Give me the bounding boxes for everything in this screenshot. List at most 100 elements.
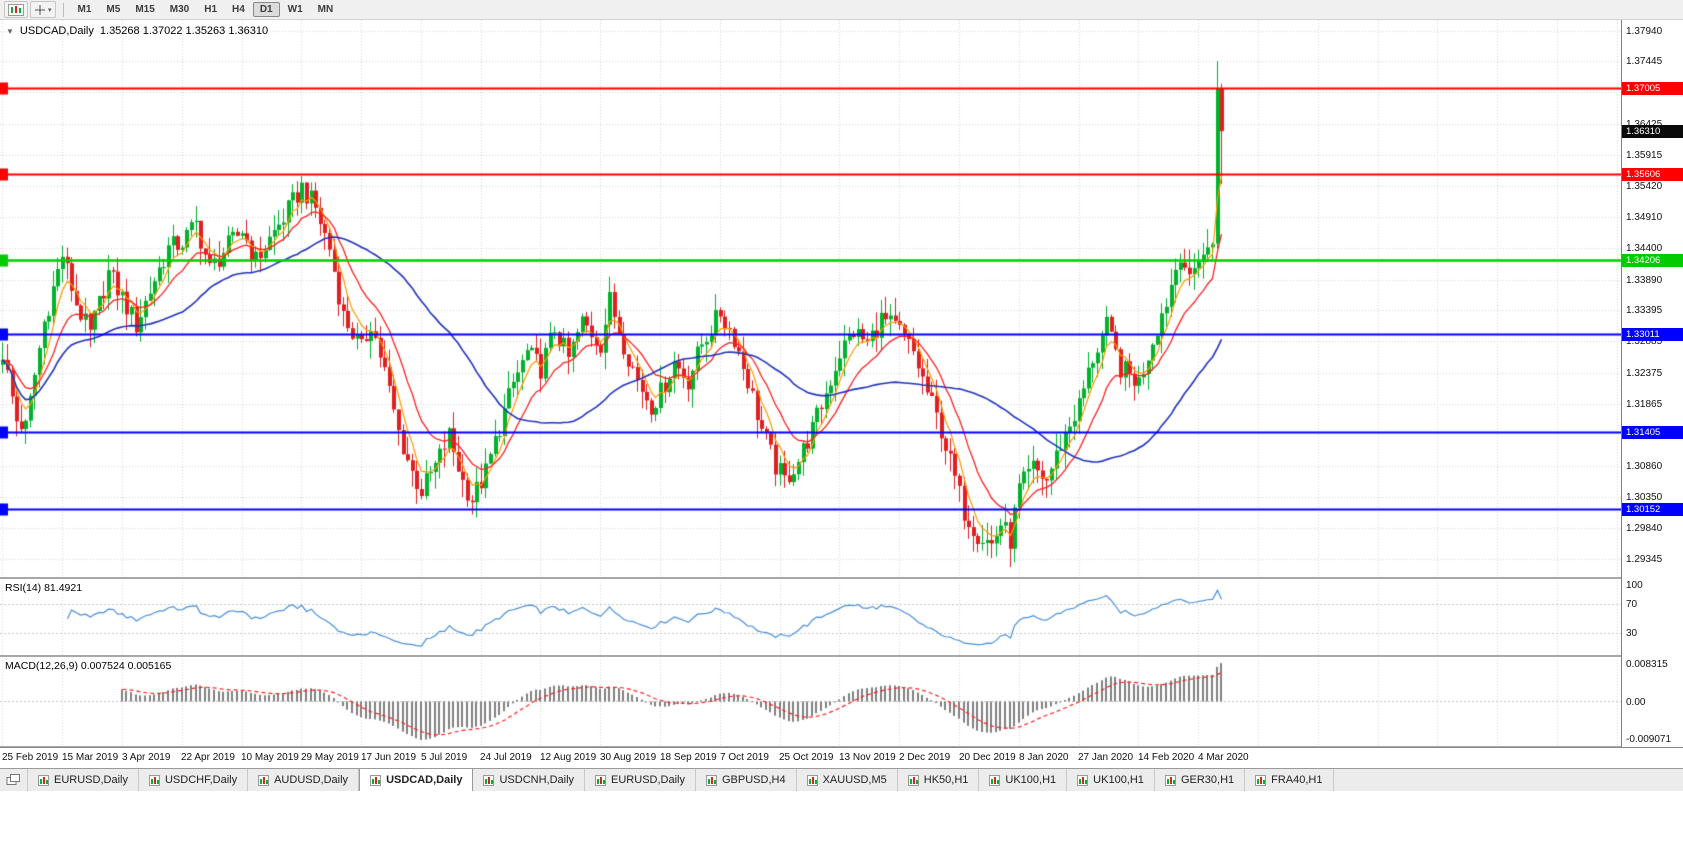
rsi-axis-tick: 100 [1626,580,1643,591]
tab-chart-icon [258,774,270,786]
price-axis-tick: 1.33395 [1626,305,1663,317]
tab-chart-icon [483,774,495,786]
tab-label: USDCNH,Daily [499,774,575,786]
tab-chart-icon [1164,774,1176,786]
toolbar-separator [62,2,64,17]
rsi-indicator-canvas[interactable] [0,579,1621,655]
one-click-collapse-arrow[interactable]: ▼ [6,26,14,36]
chart-tab-hk50-h1[interactable]: HK50,H1 [898,769,980,791]
macd-axis-tick: 0.00 [1626,696,1646,708]
date-axis-label: 8 Jan 2020 [1019,752,1069,763]
chart-tab-uk100-h1[interactable]: UK100,H1 [979,769,1068,791]
timeframe-button-m15[interactable]: M15 [128,2,161,17]
timeframe-button-h4[interactable]: H4 [225,2,252,17]
price-axis-tick: 1.35915 [1626,150,1663,162]
date-axis-label: 13 Nov 2019 [839,752,896,763]
price-axis-tick: 1.34910 [1626,212,1663,224]
price-axis-tick: 1.37445 [1626,56,1663,68]
rsi-header: RSI(14) 81.4921 [5,582,83,594]
chart-tab-ger30-h1[interactable]: GER30,H1 [1155,769,1246,791]
tab-label: AUDUSD,Daily [274,774,349,786]
mini-candles-icon [8,3,24,16]
tab-chart-icon [989,774,1001,786]
date-axis-label: 25 Oct 2019 [779,752,834,763]
pane-separator[interactable] [0,746,1683,747]
price-axis-tick: 1.29345 [1626,553,1663,565]
price-axis-tick: 1.37940 [1626,26,1663,38]
tab-label: EURUSD,Daily [54,774,128,786]
date-axis[interactable]: 25 Feb 2019 15 Mar 2019 3 Apr 2019 22 Apr 2… [0,747,1683,769]
price-chart-canvas[interactable] [0,20,1621,577]
date-axis-label: 27 Jan 2020 [1078,752,1134,763]
top-toolbar: ▾ M1 M5 M15 M30 H1 H4 D1 W1 MN [0,0,1683,20]
price-axis-tick: 1.32375 [1626,367,1663,379]
crosshair-tool-icon[interactable]: ▾ [30,1,56,18]
price-axis-tick: 1.34400 [1626,243,1663,255]
macd-header: MACD(12,26,9) 0.007524 0.005165 [5,660,172,672]
tab-chart-icon [370,774,382,786]
timeframe-button-mn[interactable]: MN [311,2,341,17]
tab-label: UK100,H1 [1005,774,1057,786]
macd-axis-tick: -0.009071 [1626,734,1672,745]
timeframe-button-m1[interactable]: M1 [71,2,99,17]
chart-tab-usdchf-daily[interactable]: USDCHF,Daily [139,769,249,791]
macd-axis-tick: 0.008315 [1626,659,1668,670]
price-level-badge: 1.31405 [1622,426,1683,440]
tab-chart-icon [595,774,607,786]
timeframe-button-h1[interactable]: H1 [197,2,224,17]
chart-tab-bar: EURUSD,Daily USDCHF,Daily AUDUSD,Daily USDC… [0,768,1683,791]
tab-label: HK50,H1 [923,774,969,786]
tab-chart-icon [706,774,717,786]
date-axis-label: 7 Oct 2019 [720,752,769,763]
price-axis-tick: 1.29840 [1626,523,1663,535]
chart-tab-gbpusd-h4[interactable]: GBPUSD,H4 [696,769,797,791]
chart-tab-uk100-h1[interactable]: UK100,H1 [1067,769,1155,791]
price-axis-tick: 1.35420 [1626,180,1663,192]
timeframe-group: M1 M5 M15 M30 H1 H4 D1 W1 MN [71,2,341,17]
timeframe-button-m5[interactable]: M5 [99,2,127,17]
dropdown-caret-icon: ▾ [48,6,52,14]
tab-chart-icon [806,774,818,786]
date-axis-label: 14 Feb 2020 [1138,752,1195,763]
chart-tab-usdcnh-daily[interactable]: USDCNH,Daily [473,769,586,791]
chart-tab-eurusd-daily[interactable]: EURUSD,Daily [28,769,139,791]
date-axis-label: 30 Aug 2019 [600,752,657,763]
pane-separator[interactable] [0,577,1683,580]
timeframe-button-d1[interactable]: D1 [252,2,280,17]
timeframe-button-m30[interactable]: M30 [163,2,196,17]
price-axis-tick: 1.32885 [1626,336,1663,348]
tab-chart-icon [907,774,919,786]
chart-tab-audusd-daily[interactable]: AUDUSD,Daily [248,769,360,791]
price-axis-tick: 1.33890 [1626,274,1663,286]
pane-separator[interactable] [0,655,1683,658]
macd-indicator-canvas[interactable] [0,657,1621,746]
price-axis-column[interactable]: 1.379401.374451.369551.364251.359151.354… [1621,20,1683,768]
chart-tab-eurusd-daily[interactable]: EURUSD,Daily [585,769,696,791]
rsi-axis-tick: 70 [1626,599,1638,611]
tab-label: USDCHF,Daily [164,774,238,786]
stacked-windows-icon [6,774,20,785]
date-axis-label: 2 Dec 2019 [899,752,951,763]
price-level-badge: 1.37005 [1622,82,1683,96]
price-level-badge: 1.36310 [1622,125,1683,139]
tab-chart-icon [1255,774,1267,786]
timeframe-button-w1[interactable]: W1 [281,2,310,17]
chart-tab-usdcad-daily[interactable]: USDCAD,Daily [359,769,474,791]
tab-label: XAUUSD,M5 [822,774,887,786]
window-list-icon[interactable] [0,769,28,791]
price-level-badge: 1.30152 [1622,503,1683,517]
crosshair-icon [35,4,45,15]
chart-tab-xauusd-m5[interactable]: XAUUSD,M5 [797,769,898,791]
chart-symbol-label: USDCAD,Daily [19,25,94,37]
chart-window-icon[interactable] [4,1,28,18]
tab-label: UK100,H1 [1093,774,1144,786]
tab-chart-icon [38,774,49,786]
chart-tab-fra40-h1[interactable]: FRA40,H1 [1245,769,1334,791]
date-axis-label: 3 Apr 2019 [122,752,171,763]
tab-label: FRA40,H1 [1271,774,1323,786]
chart-ohlc-header: ▼ USDCAD,Daily 1.35268 1.37022 1.35263 1… [6,25,268,37]
date-axis-label: 25 Feb 2019 [2,752,59,763]
price-axis-tick: 1.36425 [1626,119,1662,130]
date-axis-label: 20 Dec 2019 [959,752,1016,763]
tab-label: GER30,H1 [1180,774,1235,786]
